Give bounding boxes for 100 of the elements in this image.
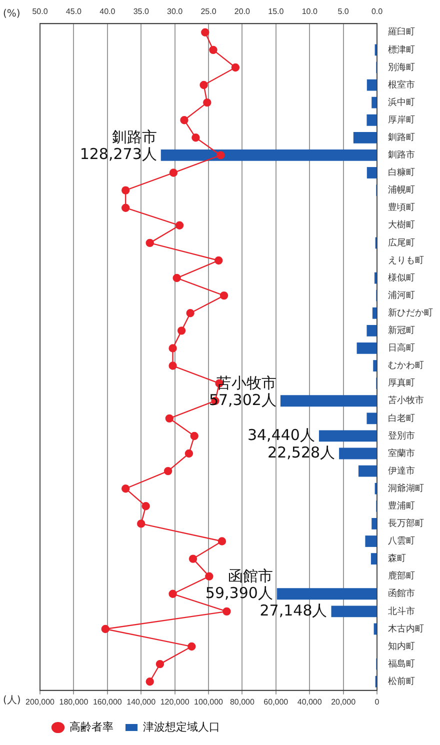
y-tick-label: えりも町	[388, 256, 424, 266]
bar	[366, 167, 376, 178]
y-tick-label: 根室市	[388, 79, 415, 90]
y-tick-label: 標津町	[388, 44, 415, 56]
bar	[358, 465, 376, 477]
x2-tick-label: 50.0	[32, 7, 48, 16]
y-tick-label: 豊頃町	[388, 202, 415, 214]
point	[175, 221, 184, 230]
x-tick-label: 120,000	[160, 697, 190, 706]
y-tick-label: 浦河町	[388, 290, 415, 301]
legend-label: 津波想定域人口	[143, 720, 220, 734]
point	[186, 309, 194, 318]
y-tick-label: 日高町	[388, 342, 415, 354]
point	[214, 256, 223, 265]
point	[165, 414, 174, 423]
point	[142, 502, 150, 510]
y-tick-label: 伊達市	[388, 465, 415, 476]
bar	[353, 132, 376, 144]
data-label: 59,390人	[205, 584, 273, 602]
bar	[372, 518, 376, 530]
x2-tick-label: 0.0	[371, 7, 384, 16]
point	[188, 642, 196, 651]
bar	[366, 79, 376, 91]
y-tick-label: 浦幌町	[388, 184, 415, 196]
point	[156, 660, 164, 668]
point	[177, 326, 186, 335]
bar	[160, 150, 376, 161]
y-tick-label: 厚真町	[388, 378, 415, 389]
x-tick-label: 60,000	[264, 697, 289, 706]
x2-tick-label: 45.0	[66, 7, 82, 16]
point	[146, 238, 154, 248]
point	[137, 520, 146, 528]
y-tick-label: 洞爺湖町	[388, 482, 424, 494]
point	[209, 46, 218, 54]
bar	[318, 430, 376, 442]
point	[231, 63, 240, 72]
point	[192, 134, 200, 142]
point	[200, 80, 208, 90]
y-tick-label: 白糠町	[388, 167, 415, 178]
point	[190, 432, 198, 440]
point	[180, 116, 188, 124]
x-tick-label: 140,000	[126, 697, 156, 706]
y-tick-label: 新ひだか町	[388, 307, 433, 318]
point	[122, 186, 130, 194]
annotation: 函館市	[228, 566, 273, 585]
bar	[373, 360, 376, 372]
point	[101, 624, 110, 634]
y-tick-label: 白老町	[388, 412, 415, 424]
point	[188, 554, 198, 563]
legend-label: 高齢者率	[70, 720, 114, 734]
y-tick-label: 北斗市	[388, 606, 415, 617]
bar	[365, 536, 376, 547]
y-tick-label: 木古内町	[388, 623, 424, 634]
bar	[356, 342, 376, 354]
y-tick-label: 函館市	[388, 588, 415, 600]
y-tick-label: 室蘭市	[388, 448, 415, 459]
point	[168, 362, 177, 370]
y-tick-label: 松前町	[388, 676, 415, 687]
point	[220, 291, 228, 300]
x-tick-label: 200,000	[26, 697, 56, 706]
point	[222, 607, 231, 616]
x2-tick-label: 15.0	[268, 7, 284, 16]
y-tick-label: 豊浦町	[388, 500, 415, 512]
y-tick-label: 浜中町	[388, 96, 415, 108]
point	[122, 204, 130, 212]
y-tick-label: 苫小牧市	[388, 395, 424, 406]
y-tick-label: 様似町	[388, 272, 415, 284]
point	[218, 537, 226, 546]
x2-tick-label: 10.0	[302, 7, 318, 16]
y-tick-label: 新冠町	[388, 325, 415, 336]
x-tick-label: 0	[374, 697, 380, 706]
x-tick-label: 20,000	[331, 697, 356, 706]
bar	[339, 448, 376, 460]
y-tick-label: 登別市	[388, 430, 415, 442]
point	[168, 344, 177, 352]
y-tick-label: 釧路町	[388, 132, 415, 143]
y-tick-label: 八雲町	[388, 536, 415, 547]
y-tick-label: 長万部町	[388, 518, 424, 530]
y-tick-label: 森町	[388, 553, 406, 564]
bar	[280, 395, 376, 407]
y-tick-label: むかわ町	[388, 361, 424, 372]
x2-tick-label: 25.0	[200, 7, 217, 16]
bar	[276, 588, 376, 600]
y-tick-label: 大樹町	[388, 220, 415, 231]
point	[205, 572, 214, 580]
bar	[366, 114, 376, 126]
bar	[372, 307, 376, 319]
x-tick-label: 80,000	[230, 697, 255, 706]
point	[169, 168, 178, 177]
point	[216, 151, 225, 160]
data-label: 22,528人	[268, 443, 336, 462]
x2-tick-label: 30.0	[167, 7, 184, 16]
x2-tick-label: 20.0	[234, 7, 251, 16]
x-tick-label: 180,000	[59, 697, 89, 706]
y-tick-label: 知内町	[388, 640, 415, 652]
bar	[366, 412, 376, 424]
x-axis-title: (人)	[3, 694, 21, 706]
point	[146, 678, 154, 686]
bar	[331, 606, 376, 618]
point	[172, 274, 181, 282]
